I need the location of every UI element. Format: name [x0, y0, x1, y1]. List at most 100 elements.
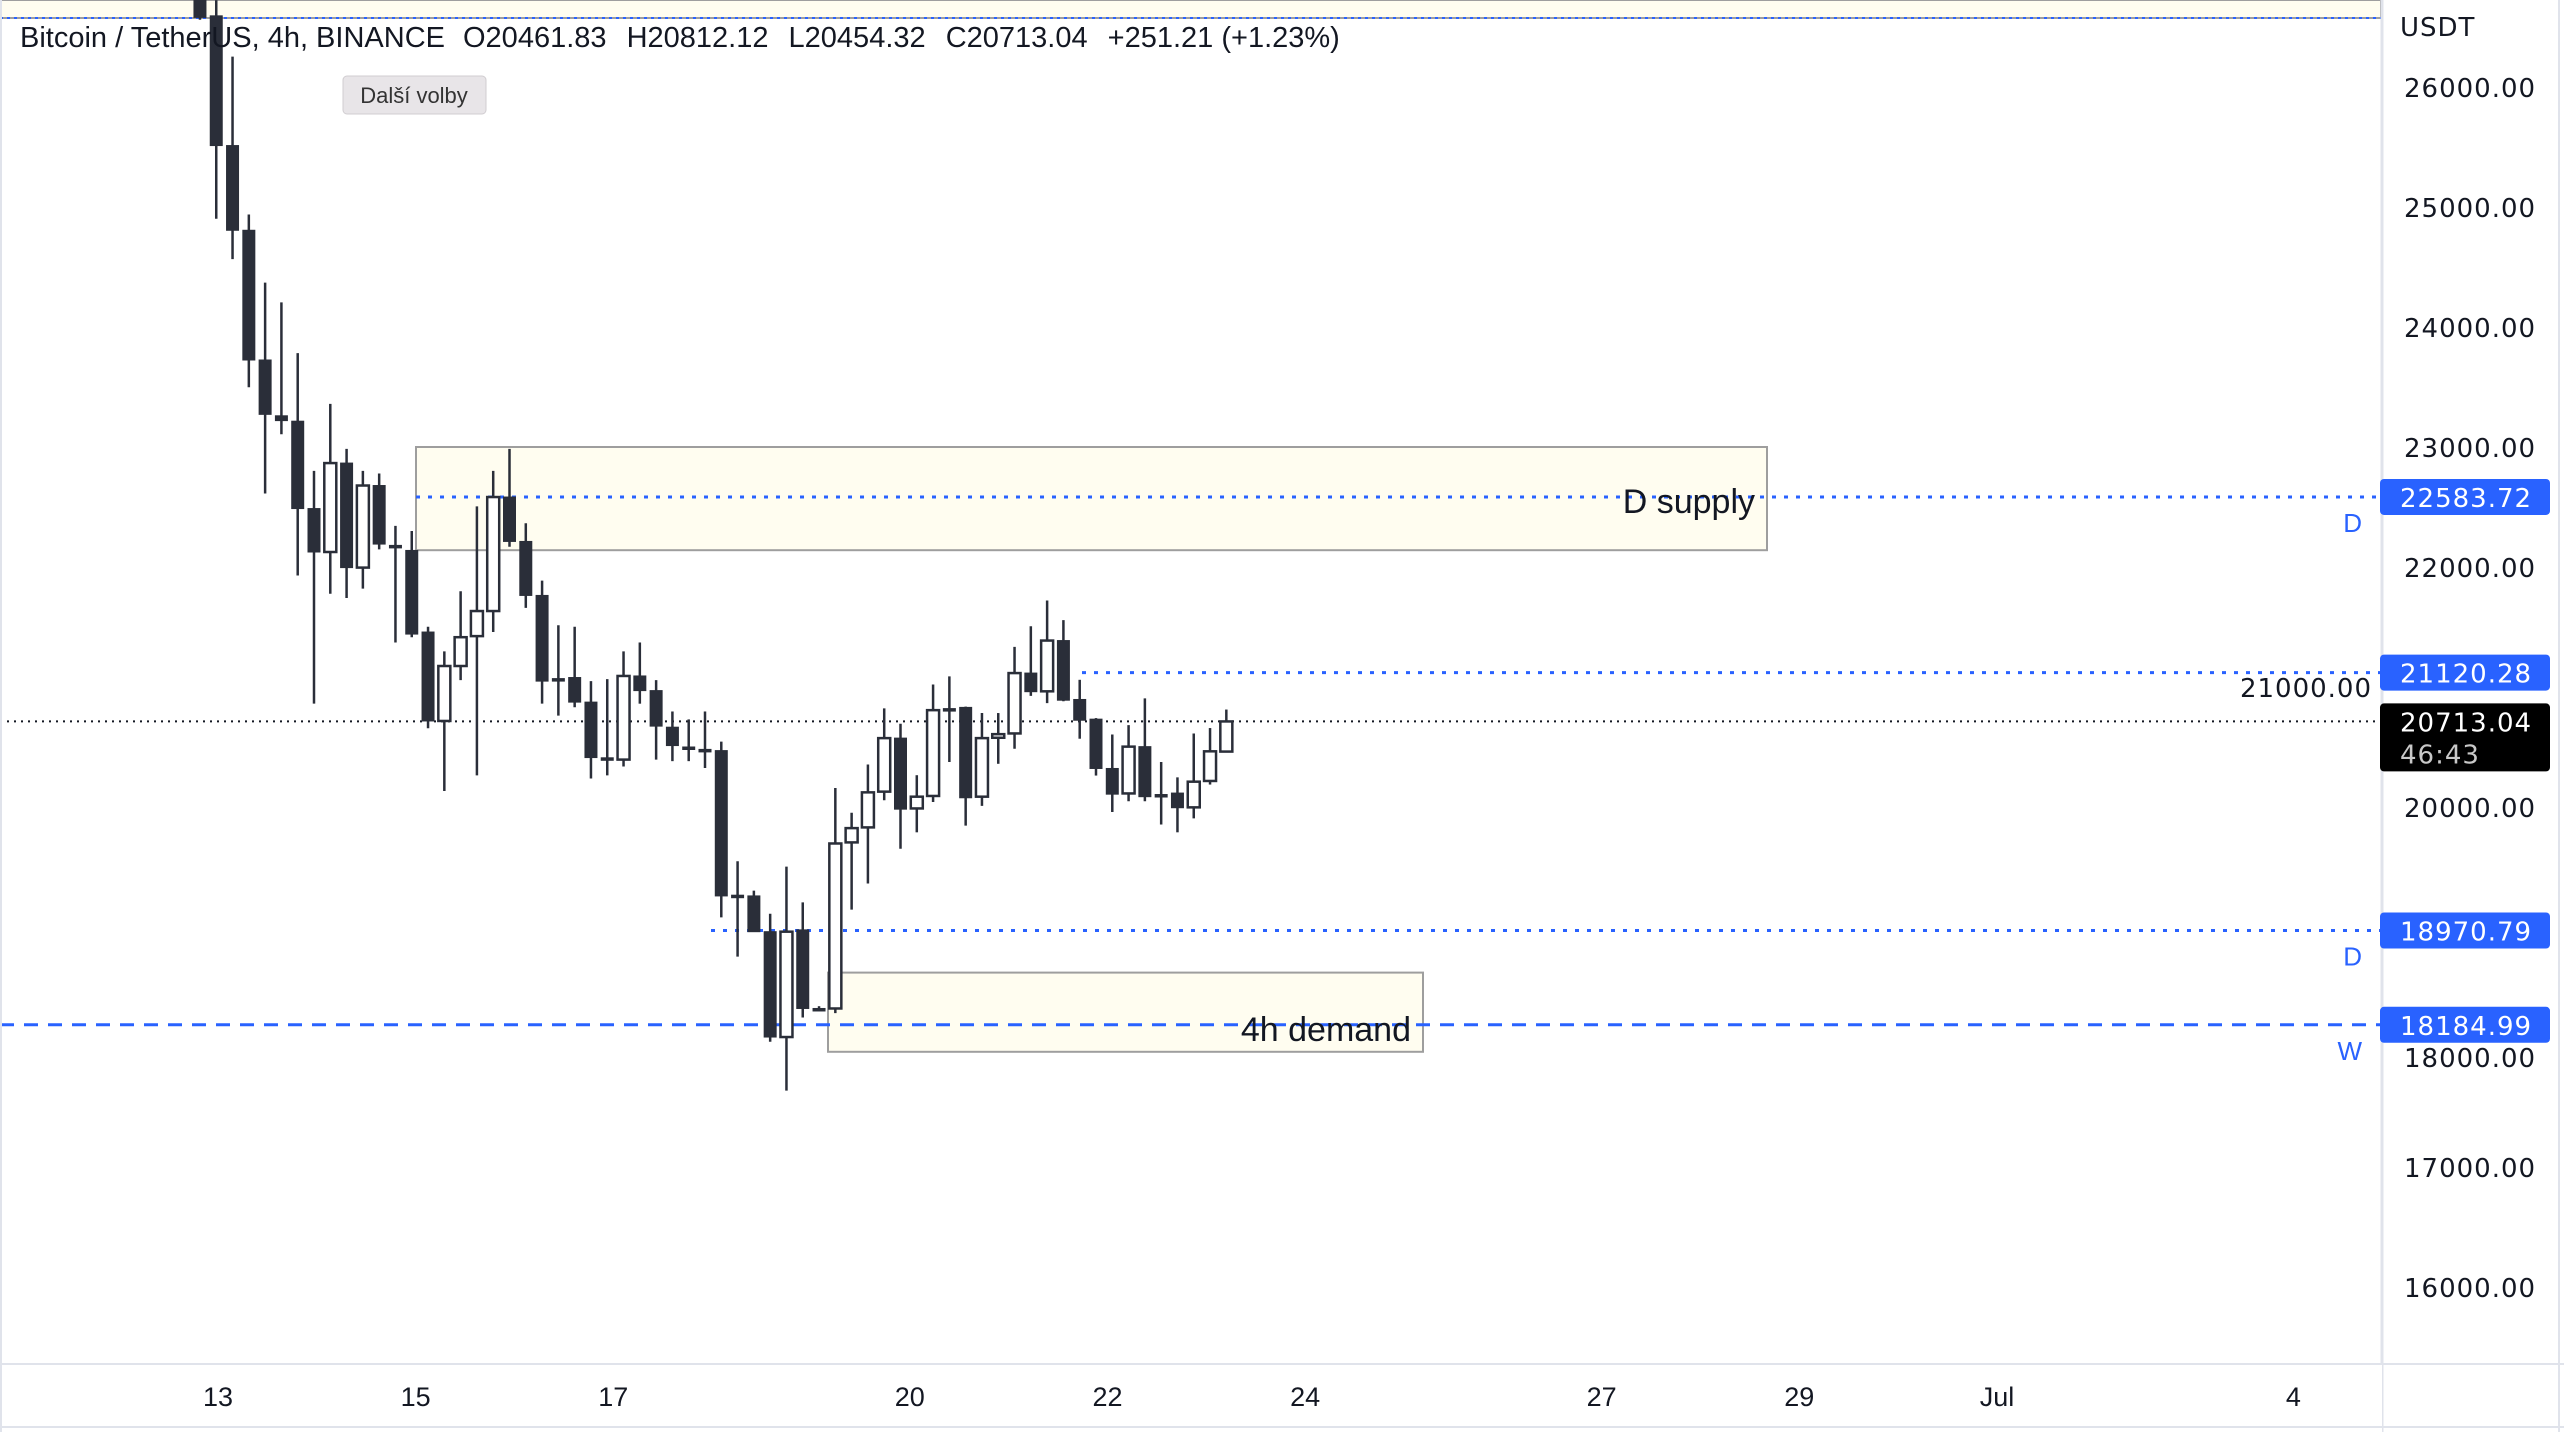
candle-bearish — [747, 890, 761, 933]
level-price-label: 18970.79 — [2400, 918, 2532, 948]
price-tick-label: 22000.00 — [2404, 554, 2536, 584]
time-axis[interactable] — [0, 1365, 2382, 1432]
price-tick-label: 18000.00 — [2404, 1044, 2536, 1074]
current-price-value: 20713.04 — [2400, 708, 2532, 738]
candle-bearish — [502, 448, 516, 547]
legend-change: +251.21 (+1.23%) — [1108, 22, 1340, 54]
candle-bearish — [1105, 734, 1119, 813]
candle-body — [828, 842, 843, 1010]
time-tick-label: 20 — [895, 1382, 925, 1412]
bar-countdown: 46:43 — [2400, 740, 2480, 770]
legend-low: L20454.32 — [789, 22, 926, 54]
candle-bearish — [551, 625, 565, 716]
candle-body — [876, 736, 892, 793]
candle-body — [893, 737, 907, 810]
candle-bearish — [1154, 762, 1168, 825]
candle-body — [763, 931, 777, 1038]
candle-body — [485, 495, 501, 613]
level-price-badge — [2380, 912, 2550, 949]
legend-symbol[interactable]: Bitcoin / TetherUS, 4h, BINANCE — [20, 22, 445, 54]
candles-layer — [193, 0, 1234, 1091]
candle-body — [355, 484, 371, 569]
candle-bearish — [372, 473, 386, 550]
legend-high: H20812.12 — [627, 22, 769, 54]
candle-bullish — [860, 764, 876, 884]
candle-body — [959, 706, 973, 799]
candle-bearish — [274, 302, 288, 435]
candle-bearish — [421, 626, 435, 729]
candle-bearish — [796, 902, 810, 1018]
candle-body — [405, 549, 419, 635]
candle-body — [193, 0, 207, 18]
candle-body — [682, 746, 696, 750]
zone-label: D supply — [1623, 483, 1755, 521]
candle-bearish — [1056, 620, 1070, 702]
candle-body — [437, 664, 452, 723]
candle-bullish — [323, 403, 338, 594]
candle-bearish — [1138, 698, 1152, 802]
candle-bearish — [633, 642, 647, 704]
candle-bearish — [242, 214, 256, 388]
candle-body — [568, 677, 582, 703]
svg-text:Další volby: Další volby — [360, 83, 468, 108]
candle-bearish — [731, 861, 745, 957]
candle-bearish — [405, 531, 419, 638]
candle-bearish — [893, 723, 907, 849]
candle-body — [323, 461, 338, 554]
candle-body — [779, 930, 794, 1039]
candle-body — [274, 415, 288, 422]
candle-body — [242, 229, 256, 361]
candle-bearish — [812, 1006, 826, 1012]
candle-bearish — [665, 711, 679, 762]
price-tick-label: 25000.00 — [2404, 194, 2536, 224]
candle-body — [1121, 745, 1136, 795]
candle-bullish — [828, 788, 843, 1014]
candle-body — [844, 826, 859, 844]
zone-box[interactable] — [415, 446, 1768, 552]
candle-body — [796, 929, 810, 1009]
candle-body — [1105, 767, 1119, 795]
time-tick-label: 17 — [598, 1382, 628, 1412]
candle-body — [421, 631, 435, 722]
candle-bullish — [779, 866, 794, 1091]
candle-body — [812, 1007, 826, 1012]
level-price-badge — [2380, 478, 2550, 515]
level-price-label: 18184.99 — [2400, 1012, 2532, 1042]
price-tick-label: 17000.00 — [2404, 1154, 2536, 1184]
candle-bearish — [584, 681, 598, 779]
candle-bearish — [568, 626, 582, 708]
candle-bullish — [1007, 646, 1022, 749]
candle-body — [698, 748, 712, 753]
price-tick-label: 16000.00 — [2404, 1274, 2536, 1304]
candle-bearish — [763, 913, 777, 1042]
candle-body — [600, 757, 614, 761]
candle-body — [469, 609, 485, 638]
candle-body — [1073, 698, 1087, 721]
candle-body — [633, 675, 647, 692]
candle-body — [714, 750, 728, 897]
time-tick-label: 27 — [1587, 1382, 1617, 1412]
more-options-tooltip: Další volby — [342, 75, 487, 115]
level-tag: D — [2343, 508, 2362, 538]
candle-bullish — [1202, 728, 1218, 785]
candle-bearish — [209, 0, 223, 219]
time-tick-label: 24 — [1290, 1382, 1320, 1412]
candle-body — [519, 540, 533, 596]
zone-box[interactable] — [827, 971, 1424, 1053]
candle-body — [1170, 792, 1184, 809]
candle-bearish — [1170, 777, 1184, 833]
candle-bullish — [453, 591, 468, 681]
time-tick-label: 15 — [401, 1382, 431, 1412]
candle-bullish — [469, 506, 485, 776]
candle-body — [747, 895, 761, 933]
candle-body — [258, 359, 272, 415]
candle-body — [1056, 640, 1070, 701]
time-tick-label: 22 — [1092, 1382, 1122, 1412]
level-price-badge — [2380, 1006, 2550, 1043]
time-tick-label: 29 — [1784, 1382, 1814, 1412]
candle-body — [502, 496, 516, 542]
candle-body — [942, 708, 956, 712]
candle-body — [649, 690, 663, 727]
candle-body — [990, 732, 1006, 740]
